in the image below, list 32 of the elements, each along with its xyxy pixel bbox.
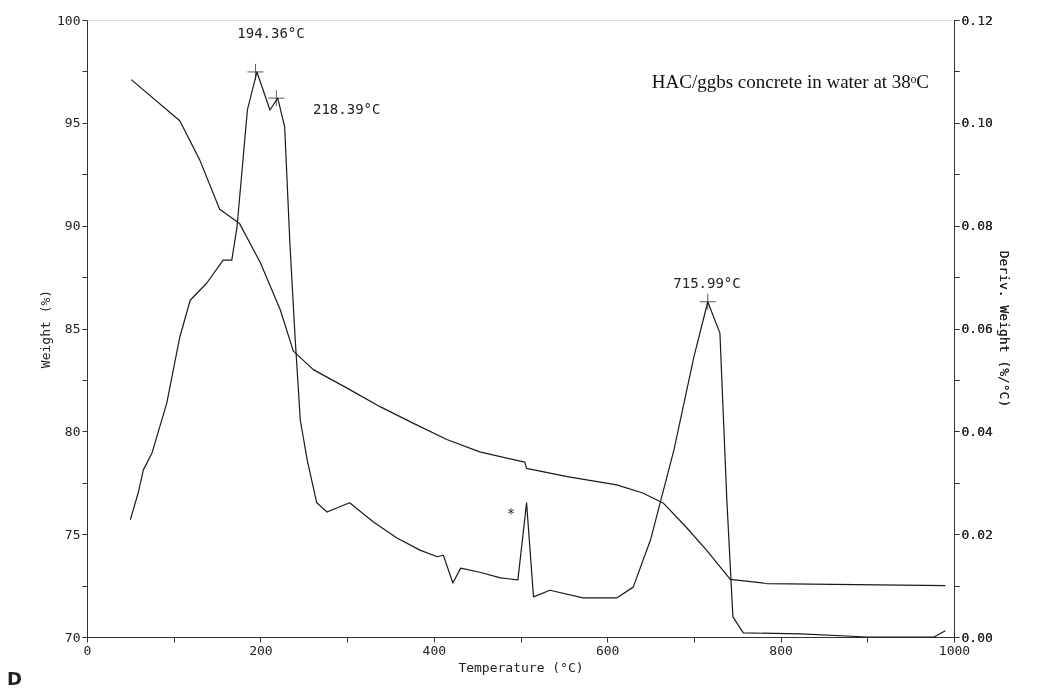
y2-tick-label: 0.10 <box>961 115 993 131</box>
x-tick-label: 200 <box>249 642 273 658</box>
y-tick-label: 70 <box>64 629 81 645</box>
text: D <box>7 668 22 689</box>
y2-tick-label: 0.00 <box>961 629 993 645</box>
annotation: 715.99°C <box>673 275 741 291</box>
x-tick-label: 0 <box>83 642 92 658</box>
x-tick-label: 400 <box>422 642 447 658</box>
annotation: 218.39°C <box>313 101 381 117</box>
y2-tick-label: 0.02 <box>961 526 993 542</box>
text: HAC/ggbs concrete in water at 38ᵒC <box>651 71 929 92</box>
x-axis-title: Temperature (°C) <box>458 659 584 675</box>
y2-tick-label: 0.06 <box>961 321 993 336</box>
y2-axis-title: Deriv. Weight (%/°C) <box>996 250 1012 408</box>
x-tick-label: 600 <box>595 642 620 658</box>
point <box>246 63 265 81</box>
annotation: * <box>506 505 516 521</box>
y-tick-label: 85 <box>64 321 81 336</box>
y2-tick-label: 0.12 <box>961 12 993 28</box>
x-tick-label: 1000 <box>938 642 971 658</box>
y-tick-label: 100 <box>57 12 81 28</box>
y-tick-label: 90 <box>64 218 81 234</box>
y-tick-label: 80 <box>64 423 81 439</box>
y2-tick-label: 0.08 <box>961 218 993 234</box>
y-tick-label: 75 <box>64 526 81 542</box>
y-tick-label: 95 <box>64 115 81 131</box>
y2-tick-label: 0.04 <box>961 423 993 439</box>
x-tick-label: 800 <box>769 642 793 658</box>
y-axis-title: Weight (%) <box>38 289 54 369</box>
point <box>267 89 285 107</box>
annotation: 194.36°C <box>237 25 305 41</box>
point <box>699 293 717 311</box>
